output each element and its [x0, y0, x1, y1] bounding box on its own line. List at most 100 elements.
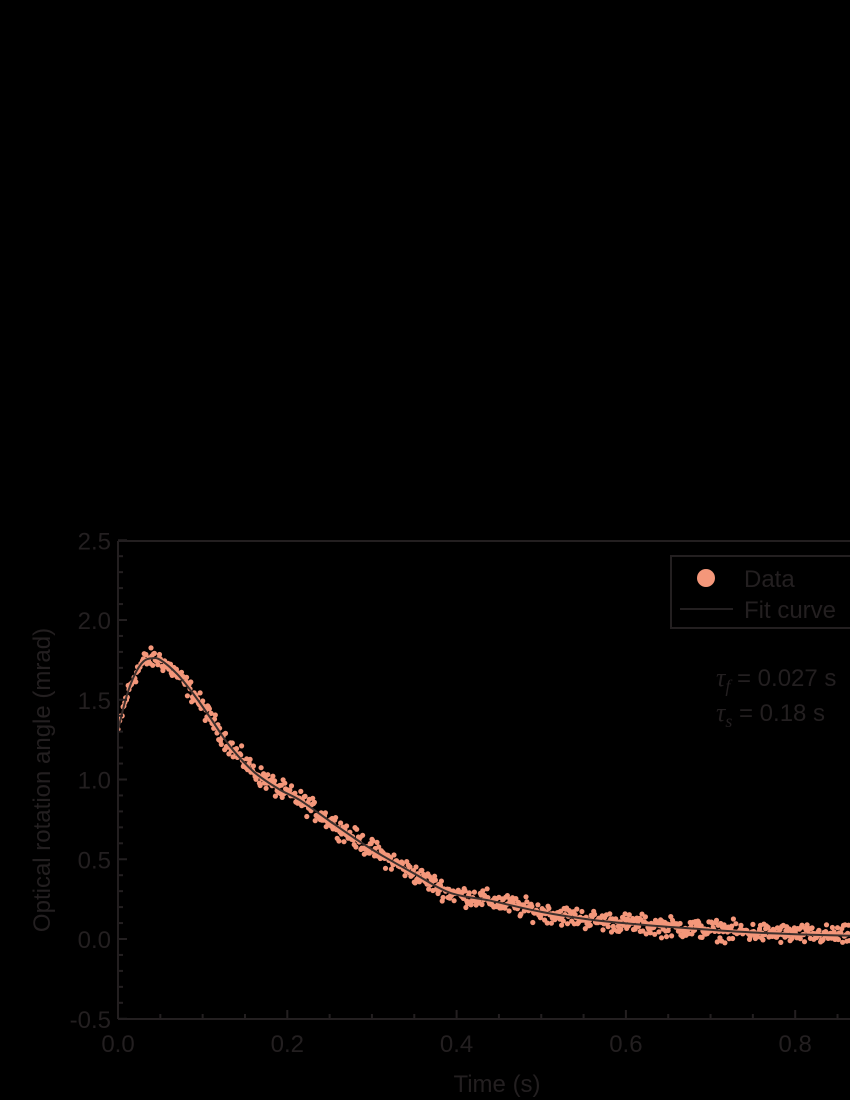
x-tick-labels: 0.0 0.2 0.4 0.6 0.8	[101, 1031, 812, 1058]
data-point	[765, 924, 771, 930]
data-point	[546, 905, 552, 912]
data-point	[197, 690, 203, 696]
data-point	[845, 922, 850, 928]
data-point	[797, 936, 803, 942]
data-point	[376, 844, 382, 850]
data-point	[312, 818, 318, 824]
data-point	[658, 935, 665, 941]
data-point	[282, 780, 288, 786]
y-tick-label: 0.0	[78, 927, 111, 954]
data-point	[698, 923, 704, 929]
data-point	[626, 912, 632, 918]
data-point	[333, 815, 339, 821]
data-point	[148, 645, 154, 651]
data-point	[564, 921, 571, 927]
data-point	[230, 754, 236, 760]
data-point	[257, 782, 263, 789]
data-point	[208, 710, 214, 717]
data-point	[640, 928, 646, 934]
data-point	[155, 662, 161, 668]
data-point	[370, 838, 376, 844]
data-point	[605, 924, 611, 930]
data-point	[642, 914, 649, 920]
legend: Data Fit curve	[670, 555, 850, 629]
data-point	[304, 813, 310, 820]
tau-annotations: τf = 0.027 s τs = 0.18 s	[716, 663, 836, 731]
data-point	[504, 893, 510, 899]
data-point	[151, 650, 157, 657]
data-point	[643, 931, 649, 937]
data-point	[265, 772, 271, 778]
data-point	[622, 911, 628, 917]
data-point	[820, 936, 826, 943]
data-point	[246, 760, 252, 766]
data-point	[479, 901, 485, 908]
data-point	[287, 787, 293, 793]
data-point	[801, 939, 808, 945]
x-axis-ticks	[117, 1010, 839, 1019]
data-point	[485, 895, 491, 901]
data-point	[322, 810, 328, 816]
data-point	[407, 864, 413, 870]
data-point	[535, 902, 541, 908]
tau-slow-annotation: τs = 0.18 s	[716, 698, 825, 731]
data-point	[484, 886, 490, 892]
y-tick-labels: -0.5 0.0 0.5 1.0 1.5 2.0 2.5	[70, 528, 111, 1034]
data-point	[143, 651, 149, 658]
data-point	[288, 783, 295, 789]
data-point	[809, 925, 815, 931]
data-point	[835, 936, 842, 943]
legend-data-marker-icon	[697, 569, 715, 587]
data-point	[310, 795, 316, 801]
data-point	[338, 820, 344, 826]
data-point	[184, 674, 190, 681]
x-axis-title: Time (s)	[453, 1071, 540, 1098]
data-point	[402, 873, 408, 879]
data-point	[829, 924, 836, 931]
data-point	[579, 908, 585, 915]
data-point	[730, 935, 736, 942]
fit-curve-line	[118, 656, 850, 937]
data-point	[538, 912, 544, 918]
data-point	[222, 730, 229, 737]
data-point	[713, 917, 720, 923]
data-point	[377, 855, 383, 862]
data-point	[722, 940, 728, 946]
data-point	[834, 925, 841, 931]
data-point	[524, 899, 530, 905]
data-point	[272, 793, 278, 799]
data-series	[118, 645, 850, 946]
data-point	[218, 741, 224, 748]
data-point	[738, 922, 744, 929]
data-point	[733, 921, 739, 927]
data-point	[366, 850, 372, 856]
data-point	[846, 938, 850, 944]
legend-box	[670, 555, 850, 629]
y-axis-ticks	[118, 539, 127, 1020]
data-point	[374, 839, 380, 846]
data-point	[778, 939, 784, 946]
data-point	[518, 911, 524, 917]
data-point	[513, 896, 519, 902]
data-point	[838, 930, 844, 936]
data-point	[229, 740, 235, 746]
data-point	[714, 939, 720, 945]
data-point	[665, 927, 671, 934]
data-point	[341, 839, 347, 845]
data-point	[823, 922, 830, 928]
data-point	[544, 920, 550, 926]
data-point	[188, 679, 194, 685]
data-point	[399, 861, 405, 867]
data-point	[292, 790, 298, 796]
data-point	[419, 867, 425, 873]
data-point	[311, 799, 317, 805]
y-axis-title: Optical rotation angle (mrad)	[29, 628, 56, 932]
y-tick-label: -0.5	[70, 1007, 111, 1034]
data-point	[212, 712, 218, 718]
data-point	[729, 923, 735, 929]
data-point	[437, 882, 444, 889]
tau-fast-annotation: τf = 0.027 s	[716, 663, 836, 696]
data-point	[353, 844, 359, 850]
data-point	[462, 888, 468, 894]
